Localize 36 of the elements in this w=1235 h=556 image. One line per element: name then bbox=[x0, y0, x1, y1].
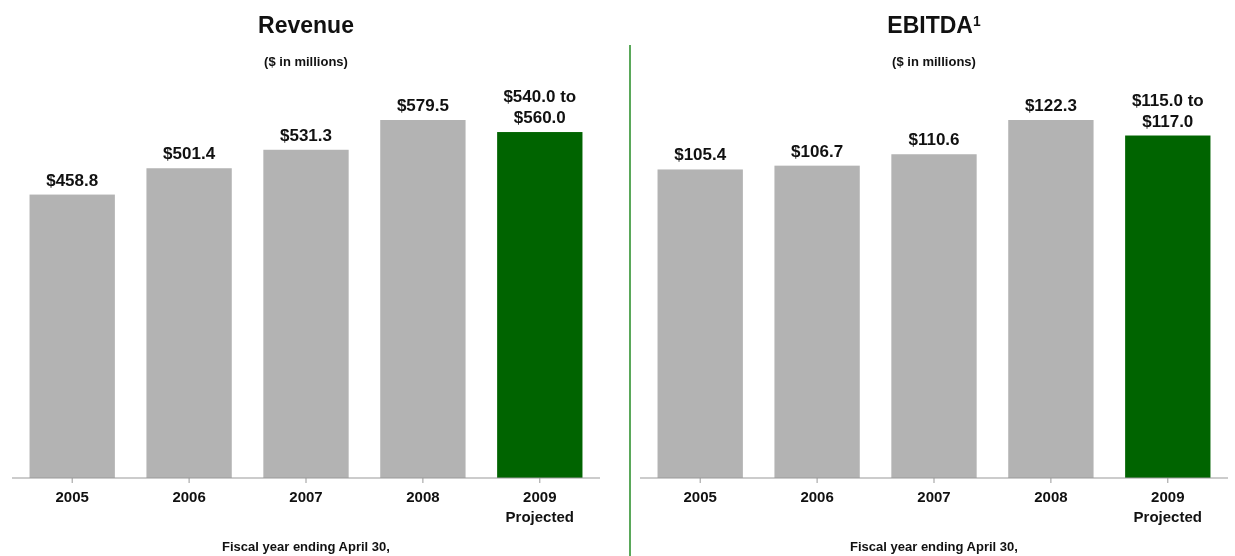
chart-title: Revenue bbox=[258, 12, 354, 38]
chart-subtitle: ($ in millions) bbox=[264, 54, 348, 69]
x-tick-label: 2009 Projected bbox=[505, 488, 574, 525]
bar bbox=[1125, 135, 1211, 478]
bar bbox=[146, 168, 232, 478]
x-tick-label: 2008 bbox=[406, 488, 440, 505]
bar bbox=[380, 120, 466, 478]
data-label: $105.4 bbox=[674, 145, 727, 165]
data-label: $501.4 bbox=[163, 144, 216, 164]
data-label: $531.3 bbox=[280, 125, 332, 145]
data-label: $106.7 bbox=[791, 141, 844, 161]
x-tick-label: 2007 bbox=[917, 488, 951, 505]
data-label: $115.0 to $117.0 bbox=[1131, 90, 1204, 131]
x-tick-label: 2007 bbox=[289, 488, 323, 505]
chart-subtitle: ($ in millions) bbox=[892, 54, 976, 69]
bar bbox=[774, 165, 860, 478]
data-label: $110.6 bbox=[908, 130, 960, 150]
bar bbox=[1008, 120, 1094, 478]
bar bbox=[263, 149, 349, 478]
bar bbox=[29, 194, 115, 478]
x-tick-label: 2008 bbox=[1034, 488, 1068, 505]
x-tick-label: 2006 bbox=[172, 488, 206, 505]
x-tick-label: 2006 bbox=[800, 488, 834, 505]
bar bbox=[657, 169, 743, 478]
x-axis-title: Fiscal year ending April 30, bbox=[222, 539, 390, 554]
data-label: $122.3 bbox=[1024, 96, 1077, 115]
x-tick-label: 2005 bbox=[55, 488, 89, 505]
x-tick-label: 2005 bbox=[683, 488, 717, 505]
bar bbox=[497, 132, 583, 478]
data-label: $579.5 bbox=[396, 96, 449, 115]
data-label: $540.0 to $560.0 bbox=[503, 87, 577, 128]
x-tick-label: 2009 Projected bbox=[1133, 488, 1202, 525]
bar bbox=[891, 154, 977, 478]
data-label: $458.8 bbox=[46, 170, 99, 190]
chart-title: EBITDA$^{1}$ bbox=[887, 12, 981, 38]
x-axis-title: Fiscal year ending April 30, bbox=[850, 539, 1018, 554]
